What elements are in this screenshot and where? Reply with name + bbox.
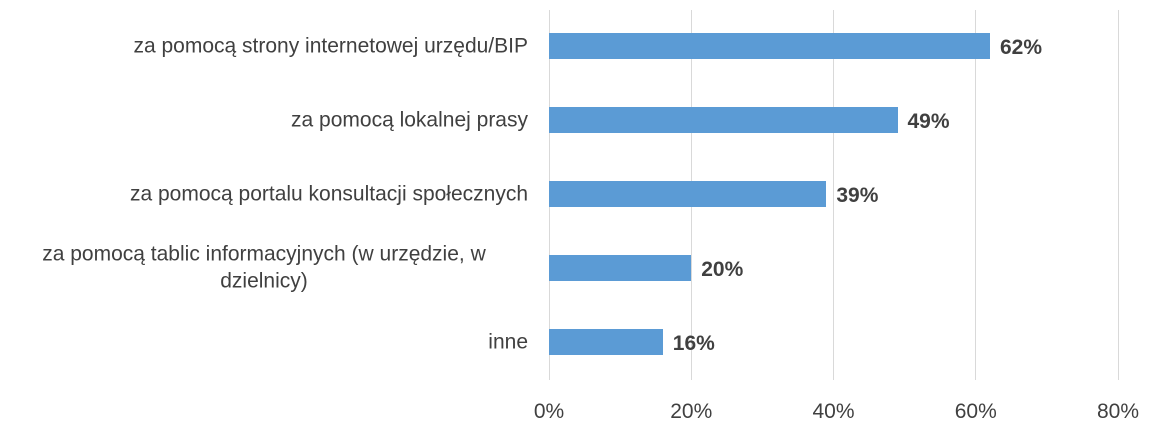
value-label: 20%	[701, 258, 744, 281]
x-tick-label: 0%	[533, 400, 565, 423]
x-tick-label: 60%	[954, 400, 997, 423]
value-label: 49%	[907, 110, 950, 133]
bar	[549, 329, 663, 355]
bar	[549, 33, 990, 59]
x-tick-label: 40%	[812, 400, 855, 423]
grid-line	[1117, 10, 1119, 380]
bar	[549, 255, 692, 281]
grid-line	[833, 10, 834, 380]
value-label: 39%	[836, 184, 879, 207]
value-label: 16%	[672, 332, 715, 355]
category-label: za pomocą strony internetowej urzędu/BIP	[133, 34, 528, 58]
category-label: za pomocą tablic informacyjnych (w urzęd…	[42, 242, 486, 293]
x-tick-label: 20%	[670, 400, 713, 423]
category-label: inne	[488, 330, 528, 354]
value-label: 62%	[999, 36, 1042, 59]
bar	[549, 107, 898, 133]
category-label: za pomocą lokalnej prasy	[291, 108, 528, 132]
grid-line	[975, 10, 977, 380]
x-tick-label: 80%	[1096, 400, 1140, 423]
category-label: za pomocą portalu konsultacji społecznyc…	[129, 182, 528, 206]
bar	[549, 181, 827, 207]
